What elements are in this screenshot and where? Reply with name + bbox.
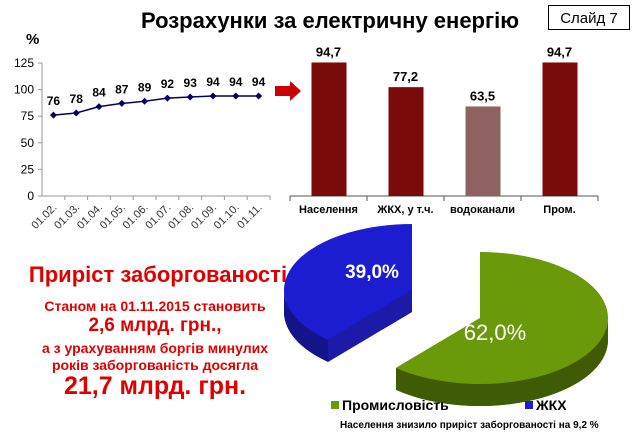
data-label: 89: [138, 80, 152, 94]
bar-value-label: 63,5: [470, 88, 495, 103]
data-point: [186, 93, 194, 101]
pie-slice-side: [396, 318, 608, 407]
data-label: 94: [252, 75, 266, 89]
slide-title: Розрахунки за електричну енергію: [140, 8, 520, 33]
data-point: [255, 92, 263, 100]
data-label: 93: [184, 76, 198, 90]
data-point: [209, 92, 217, 100]
bar-category-label: ЖКХ, у т.ч.: [376, 204, 433, 216]
legend-swatch-industry: [331, 401, 339, 409]
bar-category-label: водоканали: [450, 204, 515, 216]
y-tick-label: 0: [27, 189, 34, 203]
data-point: [95, 103, 103, 111]
debt-text-line4: років заборгованість досягла: [51, 357, 259, 373]
data-label: 92: [161, 77, 175, 91]
debt-total-amount: 21,7 млрд. грн.: [63, 372, 247, 400]
y-tick-label: 75: [21, 109, 35, 123]
data-label: 94: [206, 75, 220, 89]
pie-chart: 62,0% 39,0% Промисловість ЖКХ: [283, 223, 608, 413]
data-label: 84: [92, 86, 106, 100]
debt-amount: 2,6 млрд. грн.,: [88, 315, 222, 336]
y-tick-label: 100: [14, 83, 34, 97]
data-label: 76: [47, 94, 61, 108]
bar-value-label: 94,7: [316, 44, 341, 59]
bar-chart: 94,7 Населення 77,2 ЖКХ, у т.ч. 63,5 водокана…: [289, 44, 599, 216]
y-axis-label: %: [26, 31, 39, 48]
pie-slice-side: [284, 290, 329, 362]
legend-label-housing: ЖКХ: [535, 397, 567, 413]
data-line: [53, 95, 259, 116]
debt-growth-heading: Приріст заборгованості: [28, 262, 288, 287]
bar-value-label: 77,2: [393, 69, 418, 84]
data-point: [163, 94, 171, 102]
x-tick-label: 01.11.: [235, 202, 265, 232]
debt-text-line1: Станом на 01.11.2015 становить: [44, 298, 266, 314]
legend-swatch-housing: [525, 401, 533, 409]
bar: [465, 106, 501, 196]
footnote: Населення знизило приріст заборгованості…: [340, 420, 599, 431]
slide-number-badge: Слайд 7: [548, 5, 630, 30]
bar: [542, 62, 578, 197]
bar: [388, 87, 424, 196]
bar-value-label: 94,7: [547, 44, 572, 59]
pie-label-industry: 62,0%: [464, 320, 526, 345]
data-point: [232, 92, 240, 100]
arrow-icon: [275, 81, 301, 101]
data-point: [72, 109, 80, 117]
pie-slice-housing: [284, 223, 412, 340]
data-label: 78: [70, 92, 84, 106]
y-tick-label: 50: [21, 136, 35, 150]
debt-text-line3: а з урахуванням боргів минулих: [41, 340, 269, 356]
pie-slice-edge: [328, 290, 412, 362]
bar-category-label: Населення: [299, 204, 358, 216]
legend-label-industry: Промисловість: [342, 397, 449, 413]
data-point: [49, 111, 57, 119]
data-point: [141, 97, 149, 105]
pie-slice-industry: [396, 252, 608, 384]
bar: [311, 62, 347, 197]
y-tick-label: 25: [21, 162, 35, 176]
x-tick-label: 01.10.: [212, 202, 242, 232]
y-tick-label: 125: [14, 56, 34, 70]
data-point: [118, 99, 126, 107]
data-label: 87: [115, 82, 129, 96]
line-chart: %02550751001257601.02.7801.03.8401.04.87…: [14, 31, 271, 232]
data-label: 94: [229, 75, 243, 89]
pie-label-housing: 39,0%: [345, 262, 399, 283]
bar-category-label: Пром.: [543, 204, 575, 216]
